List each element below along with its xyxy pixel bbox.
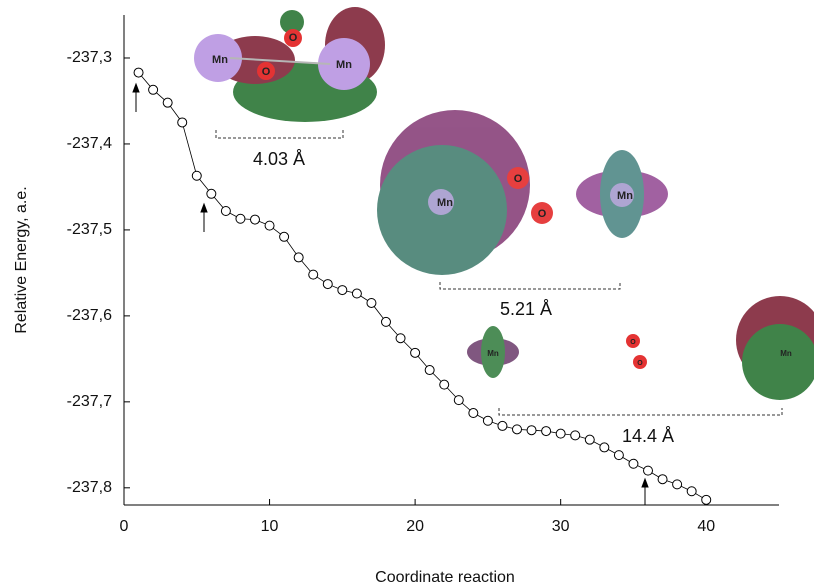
atom-label: O: [262, 66, 271, 78]
data-point: [410, 347, 421, 358]
y-tick-label: -237,7: [67, 393, 112, 410]
y-tick-label: -237,5: [67, 221, 112, 238]
y-tick-label: -237,4: [67, 135, 112, 152]
data-point: [235, 213, 246, 224]
data-point: [657, 474, 668, 485]
atom-label: Mn: [437, 197, 453, 209]
data-point: [351, 288, 362, 299]
x-axis-label: Coordinate reaction: [375, 569, 515, 586]
atom-label: O: [514, 173, 523, 185]
data-point: [279, 231, 290, 242]
data-point: [322, 279, 333, 290]
data-point: [584, 434, 595, 445]
distance-bracket: [439, 282, 621, 290]
data-point: [453, 395, 464, 406]
data-point: [148, 84, 159, 95]
atom-label: Mn: [212, 54, 228, 66]
data-point: [482, 415, 493, 426]
annotation: 5.21 Å: [500, 299, 552, 319]
data-point: [643, 465, 653, 476]
data-point: [468, 408, 479, 419]
data-point: [497, 420, 508, 431]
data-point: [512, 424, 522, 435]
data-point: [686, 486, 697, 497]
data-point: [672, 479, 683, 490]
data-point: [439, 379, 450, 390]
data-point: [191, 170, 202, 181]
y-axis-label: Relative Energy, a.e.: [13, 186, 30, 333]
data-point: [206, 188, 217, 199]
data-point: [541, 426, 552, 437]
atom-label: O: [637, 360, 643, 367]
atom-label: Mn: [617, 190, 633, 202]
annotation: 4.03 Å: [253, 149, 305, 169]
data-point: [701, 494, 712, 505]
data-point: [133, 67, 144, 78]
data-point: [177, 117, 188, 128]
annotation: 14.4 Å: [622, 426, 674, 446]
data-point: [613, 450, 624, 461]
y-tick-label: -237,8: [67, 479, 112, 496]
molecule-1: [194, 7, 385, 122]
x-tick-label: 10: [261, 518, 279, 535]
x-tick-label: 40: [697, 518, 715, 535]
y-tick-label: -237,3: [67, 49, 112, 66]
data-point: [250, 214, 260, 225]
arrows: [132, 82, 649, 505]
data-point: [526, 425, 537, 436]
connecting-line: [138, 72, 707, 501]
data-point: [570, 430, 581, 441]
data-point: [424, 365, 435, 376]
data-point: [293, 252, 304, 263]
distance-bracket: [498, 408, 783, 416]
atom-label: O: [538, 208, 547, 220]
atom-label: O: [289, 32, 298, 44]
data-point: [381, 316, 391, 327]
data-point: [337, 285, 348, 296]
x-tick-label: 0: [120, 518, 129, 535]
data-point: [628, 458, 639, 469]
molecule-3: [467, 296, 814, 400]
distance-bracket: [215, 130, 344, 139]
atom-label: Mn: [336, 59, 352, 71]
atom-label: O: [630, 339, 636, 346]
data-point: [308, 269, 319, 280]
data-point: [395, 333, 406, 344]
data-point: [555, 428, 566, 439]
data-point: [162, 97, 173, 108]
atom-label: Mn: [487, 349, 499, 358]
y-tick-label: -237,6: [67, 307, 112, 324]
x-tick-label: 20: [406, 518, 424, 535]
data-point: [599, 442, 610, 453]
data-point: [220, 206, 231, 216]
data-point: [366, 297, 377, 308]
atom-label: Mn: [780, 349, 792, 358]
molecule-2: [377, 110, 668, 275]
x-tick-label: 30: [552, 518, 570, 535]
data-point: [264, 220, 275, 231]
